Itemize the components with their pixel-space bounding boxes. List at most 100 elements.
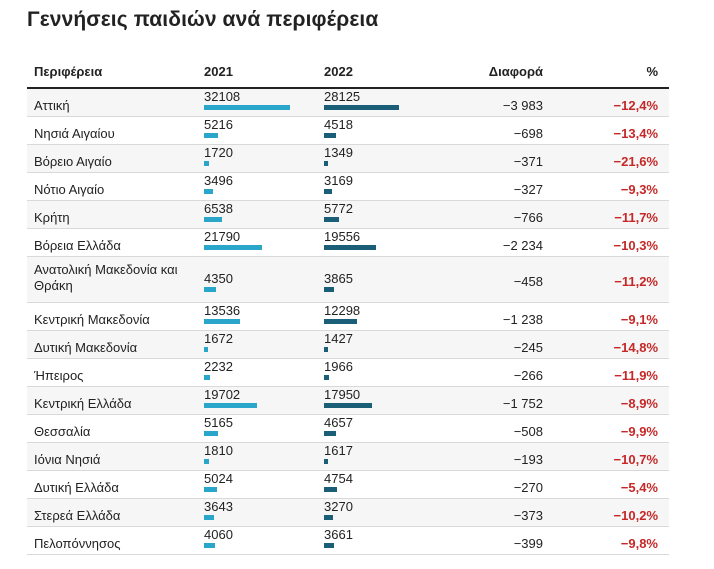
value-2021: 19702 — [204, 387, 241, 402]
table-row: Ήπειρος 2232 1966 −266 −11,9% — [27, 359, 669, 387]
value-2022: 3661 — [324, 527, 353, 542]
value-2021: 32108 — [204, 89, 241, 104]
region-label: Βόρεια Ελλάδα — [34, 238, 121, 253]
table-row: Βόρειο Αιγαίο 1720 1349 −371 −21,6% — [27, 145, 669, 173]
value-2021: 5024 — [204, 471, 233, 486]
bar-2021 — [204, 133, 218, 138]
diff-value: −458 — [513, 274, 543, 289]
pct-value: −13,4% — [613, 126, 658, 141]
table-row: Κρήτη 6538 5772 −766 −11,7% — [27, 201, 669, 229]
bar-2021 — [204, 543, 215, 548]
region-label: Κεντρική Μακεδονία — [34, 312, 150, 327]
table-row: Ιόνια Νησιά 1810 1617 −193 −10,7% — [27, 443, 669, 471]
bar-2022 — [324, 245, 376, 250]
value-2022: 3270 — [324, 499, 353, 514]
value-2022: 28125 — [324, 89, 361, 104]
value-2021: 5165 — [204, 415, 233, 430]
region-label: Δυτική Ελλάδα — [34, 480, 119, 495]
diff-value: −371 — [513, 154, 543, 169]
value-2022: 4518 — [324, 117, 353, 132]
value-2022: 3865 — [324, 271, 353, 286]
header-pct: % — [646, 64, 658, 79]
diff-value: −2 234 — [502, 238, 543, 253]
diff-value: −245 — [513, 340, 543, 355]
bar-2021 — [204, 347, 208, 352]
table-row: Δυτική Μακεδονία 1672 1427 −245 −14,8% — [27, 331, 669, 359]
region-label: Στερεά Ελλάδα — [34, 508, 121, 523]
region-label: Δυτική Μακεδονία — [34, 340, 138, 355]
value-2022: 17950 — [324, 387, 361, 402]
value-2021: 2232 — [204, 359, 233, 374]
table-row: Δυτική Ελλάδα 5024 4754 −270 −5,4% — [27, 471, 669, 499]
header-2022: 2022 — [324, 64, 353, 79]
diff-value: −1 752 — [502, 396, 543, 411]
region-label: Πελοπόννησος — [34, 536, 121, 551]
value-2021: 1672 — [204, 331, 233, 346]
bar-2021 — [204, 459, 209, 464]
diff-value: −1 238 — [502, 312, 543, 327]
value-2022: 1427 — [324, 331, 353, 346]
header-2021: 2021 — [204, 64, 233, 79]
bar-2021 — [204, 287, 216, 292]
region-label: Ιόνια Νησιά — [34, 452, 101, 467]
value-2022: 3169 — [324, 173, 353, 188]
pct-value: −10,3% — [613, 238, 658, 253]
value-2021: 1720 — [204, 145, 233, 160]
value-2021: 6538 — [204, 201, 233, 216]
pct-value: −8,9% — [620, 396, 658, 411]
value-2021: 21790 — [204, 229, 241, 244]
bar-2022 — [324, 217, 339, 222]
value-2021: 4350 — [204, 271, 233, 286]
pct-value: −5,4% — [620, 480, 658, 495]
header-region: Περιφέρεια — [34, 64, 103, 79]
diff-value: −266 — [513, 368, 543, 383]
diff-value: −193 — [513, 452, 543, 467]
value-2022: 1349 — [324, 145, 353, 160]
bar-2021 — [204, 161, 209, 166]
region-label: Αττική — [34, 98, 70, 113]
diff-value: −373 — [513, 508, 543, 523]
bar-2021 — [204, 217, 222, 222]
value-2022: 4657 — [324, 415, 353, 430]
region-label: Κεντρική Ελλάδα — [34, 396, 132, 411]
table-row: Πελοπόννησος 4060 3661 −399 −9,8% — [27, 527, 669, 555]
pct-value: −9,8% — [620, 536, 658, 551]
region-label: Νησιά Αιγαίου — [34, 126, 115, 141]
bar-2022 — [324, 403, 372, 408]
table-row: Νησιά Αιγαίου 5216 4518 −698 −13,4% — [27, 117, 669, 145]
value-2022: 4754 — [324, 471, 353, 486]
births-table: Περιφέρεια 2021 2022 Διαφορά % Αττική 321… — [27, 59, 669, 555]
bar-2021 — [204, 375, 210, 380]
table-body: Αττική 32108 28125 −3 983 −12,4% Νησιά Αιγαίο… — [27, 89, 669, 555]
region-label: Κρήτη — [34, 210, 70, 225]
table-row: Ανατολική Μακεδονία και Θράκη 4350 3865 −45… — [27, 257, 669, 303]
region-label: Νότιο Αιγαίο — [34, 182, 105, 197]
table-row: Νότιο Αιγαίο 3496 3169 −327 −9,3% — [27, 173, 669, 201]
pct-value: −9,9% — [620, 424, 658, 439]
diff-value: −698 — [513, 126, 543, 141]
diff-value: −327 — [513, 182, 543, 197]
pct-value: −9,3% — [620, 182, 658, 197]
bar-2022 — [324, 431, 336, 436]
table-row: Στερεά Ελλάδα 3643 3270 −373 −10,2% — [27, 499, 669, 527]
region-label: Θεσσαλία — [34, 424, 91, 439]
bar-2022 — [324, 543, 334, 548]
bar-2022 — [324, 161, 328, 166]
bar-2021 — [204, 431, 218, 436]
bar-2022 — [324, 487, 337, 492]
diff-value: −399 — [513, 536, 543, 551]
bar-2022 — [324, 459, 328, 464]
value-2021: 13536 — [204, 303, 241, 318]
value-2021: 3496 — [204, 173, 233, 188]
diff-value: −508 — [513, 424, 543, 439]
bar-2021 — [204, 319, 240, 324]
header-diff: Διαφορά — [488, 64, 543, 79]
bar-2021 — [204, 403, 257, 408]
pct-value: −9,1% — [620, 312, 658, 327]
bar-2022 — [324, 375, 329, 380]
value-2021: 3643 — [204, 499, 233, 514]
region-label: Βόρειο Αιγαίο — [34, 154, 112, 169]
table-row: Θεσσαλία 5165 4657 −508 −9,9% — [27, 415, 669, 443]
pct-value: −14,8% — [613, 340, 658, 355]
table-row: Κεντρική Μακεδονία 13536 12298 −1 238 −9,1% — [27, 303, 669, 331]
